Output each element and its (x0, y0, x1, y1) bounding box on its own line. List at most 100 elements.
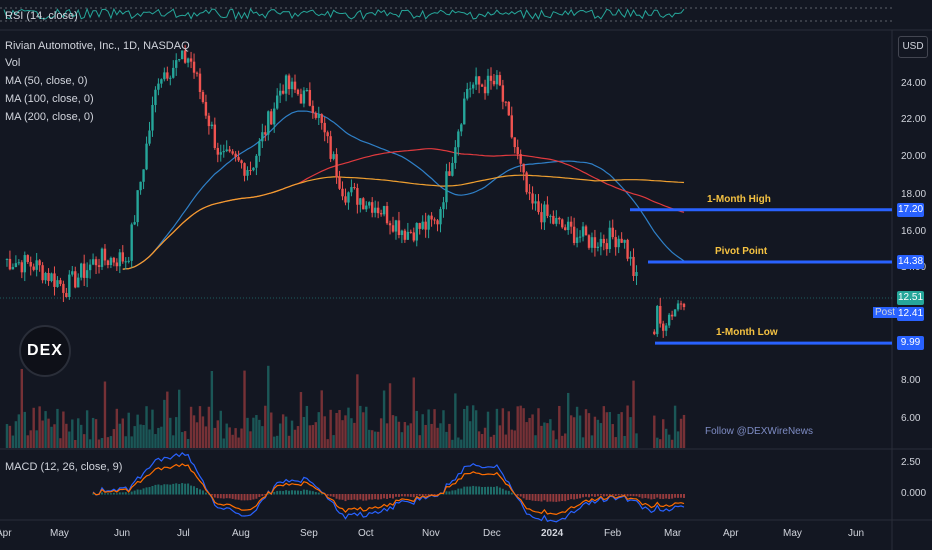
candle-body (145, 143, 148, 170)
candle-body (596, 246, 600, 248)
volume-bar (53, 424, 56, 448)
macd-histogram-bar (92, 493, 95, 495)
macd-histogram-bar (374, 494, 377, 500)
volume-bar (65, 423, 68, 448)
volume-bar (252, 417, 255, 448)
volume-bar (566, 392, 570, 448)
volume-bar (454, 393, 457, 448)
macd-histogram-bar (481, 486, 484, 495)
candle-body (584, 226, 588, 236)
candle-body (347, 192, 350, 203)
volume-bar (275, 435, 279, 448)
macd-histogram-bar (662, 494, 665, 500)
candle-body (519, 154, 522, 164)
volume-bar (611, 424, 614, 448)
last-price-box: 12.51 (897, 291, 924, 305)
macd-histogram-bar (175, 483, 178, 495)
macd-histogram-bar (555, 494, 558, 502)
volume-bar (180, 432, 184, 448)
ma50-line (122, 110, 685, 270)
volume-bar (23, 411, 26, 448)
volume-bar (278, 423, 282, 448)
legend-ma100: MA (100, close, 0) (5, 93, 94, 105)
macd-histogram-bar (172, 483, 175, 495)
candle-body (160, 79, 163, 84)
candle-body (100, 248, 104, 267)
macd-histogram-bar (561, 494, 564, 502)
macd-histogram-bar (240, 494, 243, 501)
volume-bar (673, 405, 677, 448)
volume-bar (148, 429, 151, 448)
candle-body (543, 204, 546, 223)
macd-histogram-bar (632, 494, 635, 497)
follow-text[interactable]: Follow @DEXWireNews (705, 426, 813, 437)
candle-body (109, 257, 113, 266)
candle-body (127, 260, 130, 262)
candle-body (356, 188, 359, 205)
volume-bar (124, 436, 127, 448)
volume-bar (599, 423, 603, 448)
volume-bar (522, 408, 525, 448)
candle-body (240, 160, 243, 164)
candle-body (47, 272, 50, 281)
candle-body (112, 257, 116, 263)
macd-histogram-bar (445, 491, 448, 495)
volume-bar (284, 416, 288, 448)
volume-bar (460, 439, 463, 448)
candle-body (442, 202, 445, 210)
macd-histogram-bar (136, 489, 139, 495)
candle-body (448, 171, 451, 176)
macd-histogram-bar (457, 488, 460, 495)
macd-histogram-bar (273, 491, 276, 495)
volume-bar (100, 438, 104, 448)
candle-body (629, 256, 632, 259)
candle-body (561, 219, 564, 228)
candle-body (528, 192, 531, 194)
candle-body (418, 223, 421, 229)
macd-histogram-bar (620, 494, 623, 496)
volume-bar (329, 409, 332, 448)
volume-bar (17, 414, 21, 448)
candle-body (359, 198, 362, 205)
candle-body (97, 265, 101, 267)
macd-histogram-bar (605, 494, 608, 497)
volume-bar (584, 409, 588, 448)
volume-bar (267, 365, 270, 448)
macd-histogram-bar (356, 494, 359, 501)
macd-histogram-bar (406, 494, 409, 497)
dex-logo-text: DEX (27, 342, 63, 359)
macd-histogram-bar (472, 485, 475, 495)
volume-bar (192, 415, 196, 448)
time-tick-label: 2024 (541, 528, 564, 539)
volume-bar (74, 439, 77, 448)
volume-bar (537, 408, 540, 448)
macd-histogram-bar (617, 494, 620, 496)
candle-body (412, 232, 415, 241)
macd-histogram-bar (418, 494, 421, 497)
volume-bar (561, 435, 564, 448)
volume-bar (492, 434, 496, 448)
candle-body (445, 171, 448, 203)
candle-body (255, 155, 258, 168)
macd-histogram-bar (540, 494, 543, 502)
volume-bar (145, 406, 148, 448)
macd-histogram-bar (198, 489, 201, 495)
volume-bar (293, 429, 297, 448)
macd-histogram-bar (421, 494, 424, 496)
volume-bar (26, 435, 29, 448)
volume-bar (335, 412, 338, 448)
candle-body (546, 204, 549, 216)
volume-bar (531, 414, 534, 448)
macd-histogram-bar (121, 492, 124, 495)
candle-body (605, 243, 608, 250)
candle-body (489, 75, 493, 81)
candle-body (492, 80, 496, 85)
volume-bar (151, 409, 154, 448)
macd-histogram-bar (596, 494, 599, 497)
candle-body (611, 227, 614, 238)
candle-body (365, 205, 368, 210)
macd-histogram-bar (317, 492, 320, 495)
candles (5, 44, 686, 338)
macd-histogram-bar (329, 494, 332, 497)
currency-button[interactable]: USD (898, 36, 928, 58)
